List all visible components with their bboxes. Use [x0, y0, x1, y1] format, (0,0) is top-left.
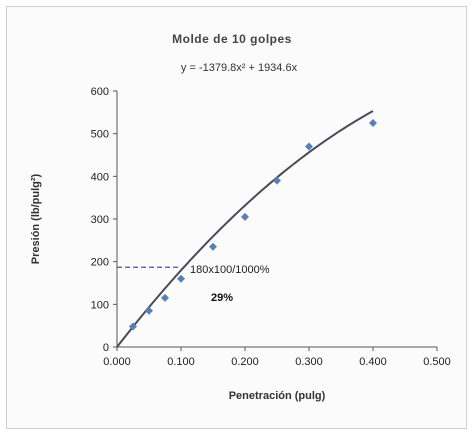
data-point	[241, 212, 249, 221]
data-point	[145, 306, 153, 315]
y-tick-label: 500	[91, 129, 109, 141]
y-tick-label: 400	[91, 171, 109, 183]
y-tick-label: 200	[91, 257, 109, 269]
chart-title: Molde de 10 golpes	[172, 32, 292, 46]
x-tick-labels: 0.000 0.100 0.200 0.300 0.400 0.500	[103, 356, 451, 368]
chart: Molde de 10 golpes y = -1379.8x² + 1934.…	[30, 32, 451, 402]
chart-frame: Molde de 10 golpes y = -1379.8x² + 1934.…	[6, 6, 467, 429]
y-tick-label: 600	[91, 86, 109, 98]
trendline	[116, 110, 374, 348]
y-axis-label: Presión (lb/pulg²)	[30, 173, 42, 264]
y-tick-label: 300	[91, 214, 109, 226]
x-tick-label: 0.100	[167, 356, 195, 368]
data-point	[129, 322, 137, 331]
data-point	[305, 142, 313, 151]
tick-marks	[113, 90, 438, 351]
annotation-percent: 29%	[211, 292, 233, 304]
x-tick-label: 0.200	[231, 356, 259, 368]
data-point	[273, 176, 281, 185]
x-tick-label: 0.000	[103, 356, 131, 368]
data-point	[177, 274, 185, 283]
data-point	[161, 293, 169, 302]
annotation-formula: 180x100/1000%	[190, 264, 270, 276]
data-point	[369, 119, 377, 127]
x-tick-label: 0.400	[359, 356, 387, 368]
x-tick-label: 0.500	[423, 356, 451, 368]
y-tick-label: 100	[91, 299, 109, 311]
x-axis-label: Penetración (pulg)	[229, 390, 326, 402]
x-tick-label: 0.300	[295, 356, 323, 368]
data-points	[129, 119, 377, 331]
y-tick-labels: 0 100 200 300 400 500 600	[91, 86, 109, 354]
data-point	[209, 242, 217, 251]
trendline-equation: y = -1379.8x² + 1934.6x	[181, 62, 298, 74]
y-tick-label: 0	[103, 342, 109, 354]
